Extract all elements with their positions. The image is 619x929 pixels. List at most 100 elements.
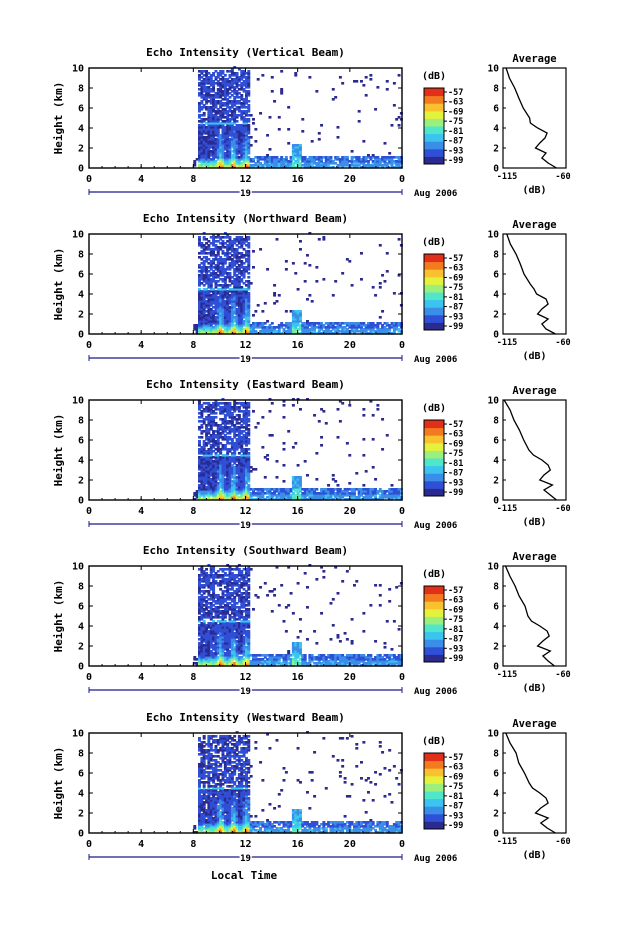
heatmap-cell — [247, 152, 251, 155]
heatmap-cell — [235, 440, 239, 443]
heatmap-cell — [245, 478, 248, 481]
heatmap-cell — [355, 488, 359, 491]
heatmap-cell — [223, 74, 227, 77]
heatmap-cell — [245, 482, 248, 485]
heatmap-cell — [221, 634, 225, 637]
heatmap-cell — [233, 604, 237, 607]
heatmap-cell — [230, 296, 234, 299]
heatmap-cell — [193, 498, 197, 501]
heatmap-cell — [280, 498, 284, 501]
heatmap-cell — [233, 584, 237, 587]
heatmap-cell — [254, 468, 258, 471]
heatmap-cell — [252, 164, 255, 167]
heatmap-cell — [237, 138, 241, 141]
heatmap-cell — [334, 156, 338, 159]
heatmap-cell — [226, 584, 230, 587]
heatmap-cell — [331, 324, 335, 327]
heatmap-cell — [198, 596, 201, 599]
heatmap-cell — [310, 324, 314, 327]
heatmap-cell — [212, 644, 216, 647]
heatmap-cell — [202, 330, 206, 333]
heatmap-cell — [223, 582, 227, 585]
heatmap-cell — [233, 160, 237, 163]
heatmap-cell — [209, 650, 213, 653]
heatmap-cell — [235, 482, 239, 485]
heatmap-cell — [345, 488, 349, 491]
heatmap-cell — [228, 324, 232, 327]
heatmap-cell — [230, 312, 234, 315]
heatmap-cell — [198, 472, 201, 475]
heatmap-cell — [233, 426, 237, 429]
heatmap-cell — [207, 632, 211, 635]
heatmap-cell — [226, 132, 230, 135]
heatmap-cell — [228, 638, 232, 641]
heatmap-cell — [223, 312, 227, 315]
heatmap-cell — [212, 150, 216, 153]
heatmap-cell — [313, 162, 317, 165]
heatmap-cell — [216, 594, 220, 597]
heatmap-cell — [369, 330, 373, 333]
heatmap-cell — [219, 310, 223, 313]
heatmap-cell — [219, 462, 223, 465]
heatmap-cell — [230, 240, 234, 243]
heatmap-cell — [198, 308, 201, 311]
heatmap-cell — [235, 476, 239, 479]
heatmap-cell — [336, 484, 340, 487]
heatmap-cell — [198, 310, 201, 313]
heatmap-cell — [247, 412, 251, 415]
heatmap-cell — [205, 456, 209, 459]
heatmap-cell — [237, 422, 241, 425]
heatmap-cell — [209, 132, 213, 135]
colorbar-tick-label: -87 — [448, 137, 463, 147]
heatmap-cell — [235, 92, 239, 95]
heatmap-cell — [198, 76, 201, 79]
heatmap-cell — [230, 482, 234, 485]
heatmap-cell — [198, 276, 201, 279]
heatmap-cell — [261, 310, 265, 313]
heatmap-cell — [247, 488, 251, 491]
heatmap-cell — [233, 108, 237, 111]
heatmap-cell — [214, 608, 218, 611]
heatmap-cell — [378, 332, 382, 335]
heatmap-cell — [296, 312, 300, 315]
heatmap-cell — [209, 144, 213, 147]
heatmap-cell — [200, 296, 204, 299]
heatmap-cell — [207, 122, 211, 125]
heatmap-cell — [216, 648, 220, 651]
heatmap-cell — [324, 492, 328, 495]
heatmap-cell — [233, 606, 237, 609]
heatmap-cell — [242, 150, 246, 153]
heatmap-cell — [343, 490, 347, 493]
heatmap-cell — [226, 258, 230, 261]
heatmap-cell — [334, 326, 338, 329]
heatmap-cell — [240, 96, 244, 99]
heatmap-cell — [242, 132, 246, 135]
heatmap-cell — [291, 496, 295, 499]
heatmap-cell — [198, 618, 201, 621]
heatmap-cell — [242, 238, 246, 241]
heatmap-cell — [223, 80, 227, 83]
heatmap-cell — [242, 88, 246, 91]
heatmap-cell — [198, 404, 201, 407]
heatmap-cell — [230, 72, 234, 75]
heatmap-cell — [195, 332, 199, 335]
heatmap-cell — [240, 304, 244, 307]
heatmap-cell — [353, 328, 356, 331]
heatmap-cell — [388, 492, 392, 495]
heatmap-cell — [209, 658, 213, 661]
heatmap-cell — [247, 496, 251, 499]
heatmap-cell — [291, 156, 295, 159]
heatmap-cell — [212, 608, 216, 611]
heatmap-cell — [378, 496, 382, 499]
heatmap-cell — [205, 408, 209, 411]
heatmap-cell — [299, 156, 302, 159]
heatmap-cell — [303, 324, 307, 327]
heatmap-cell — [242, 124, 246, 127]
heatmap-cell — [390, 496, 394, 499]
heatmap-cell — [242, 420, 246, 423]
average-x-label: (dB) — [522, 185, 546, 196]
heatmap-cell — [223, 486, 227, 489]
heatmap-cell — [296, 494, 300, 497]
heatmap-cell — [226, 594, 230, 597]
heatmap-cell — [233, 568, 237, 571]
